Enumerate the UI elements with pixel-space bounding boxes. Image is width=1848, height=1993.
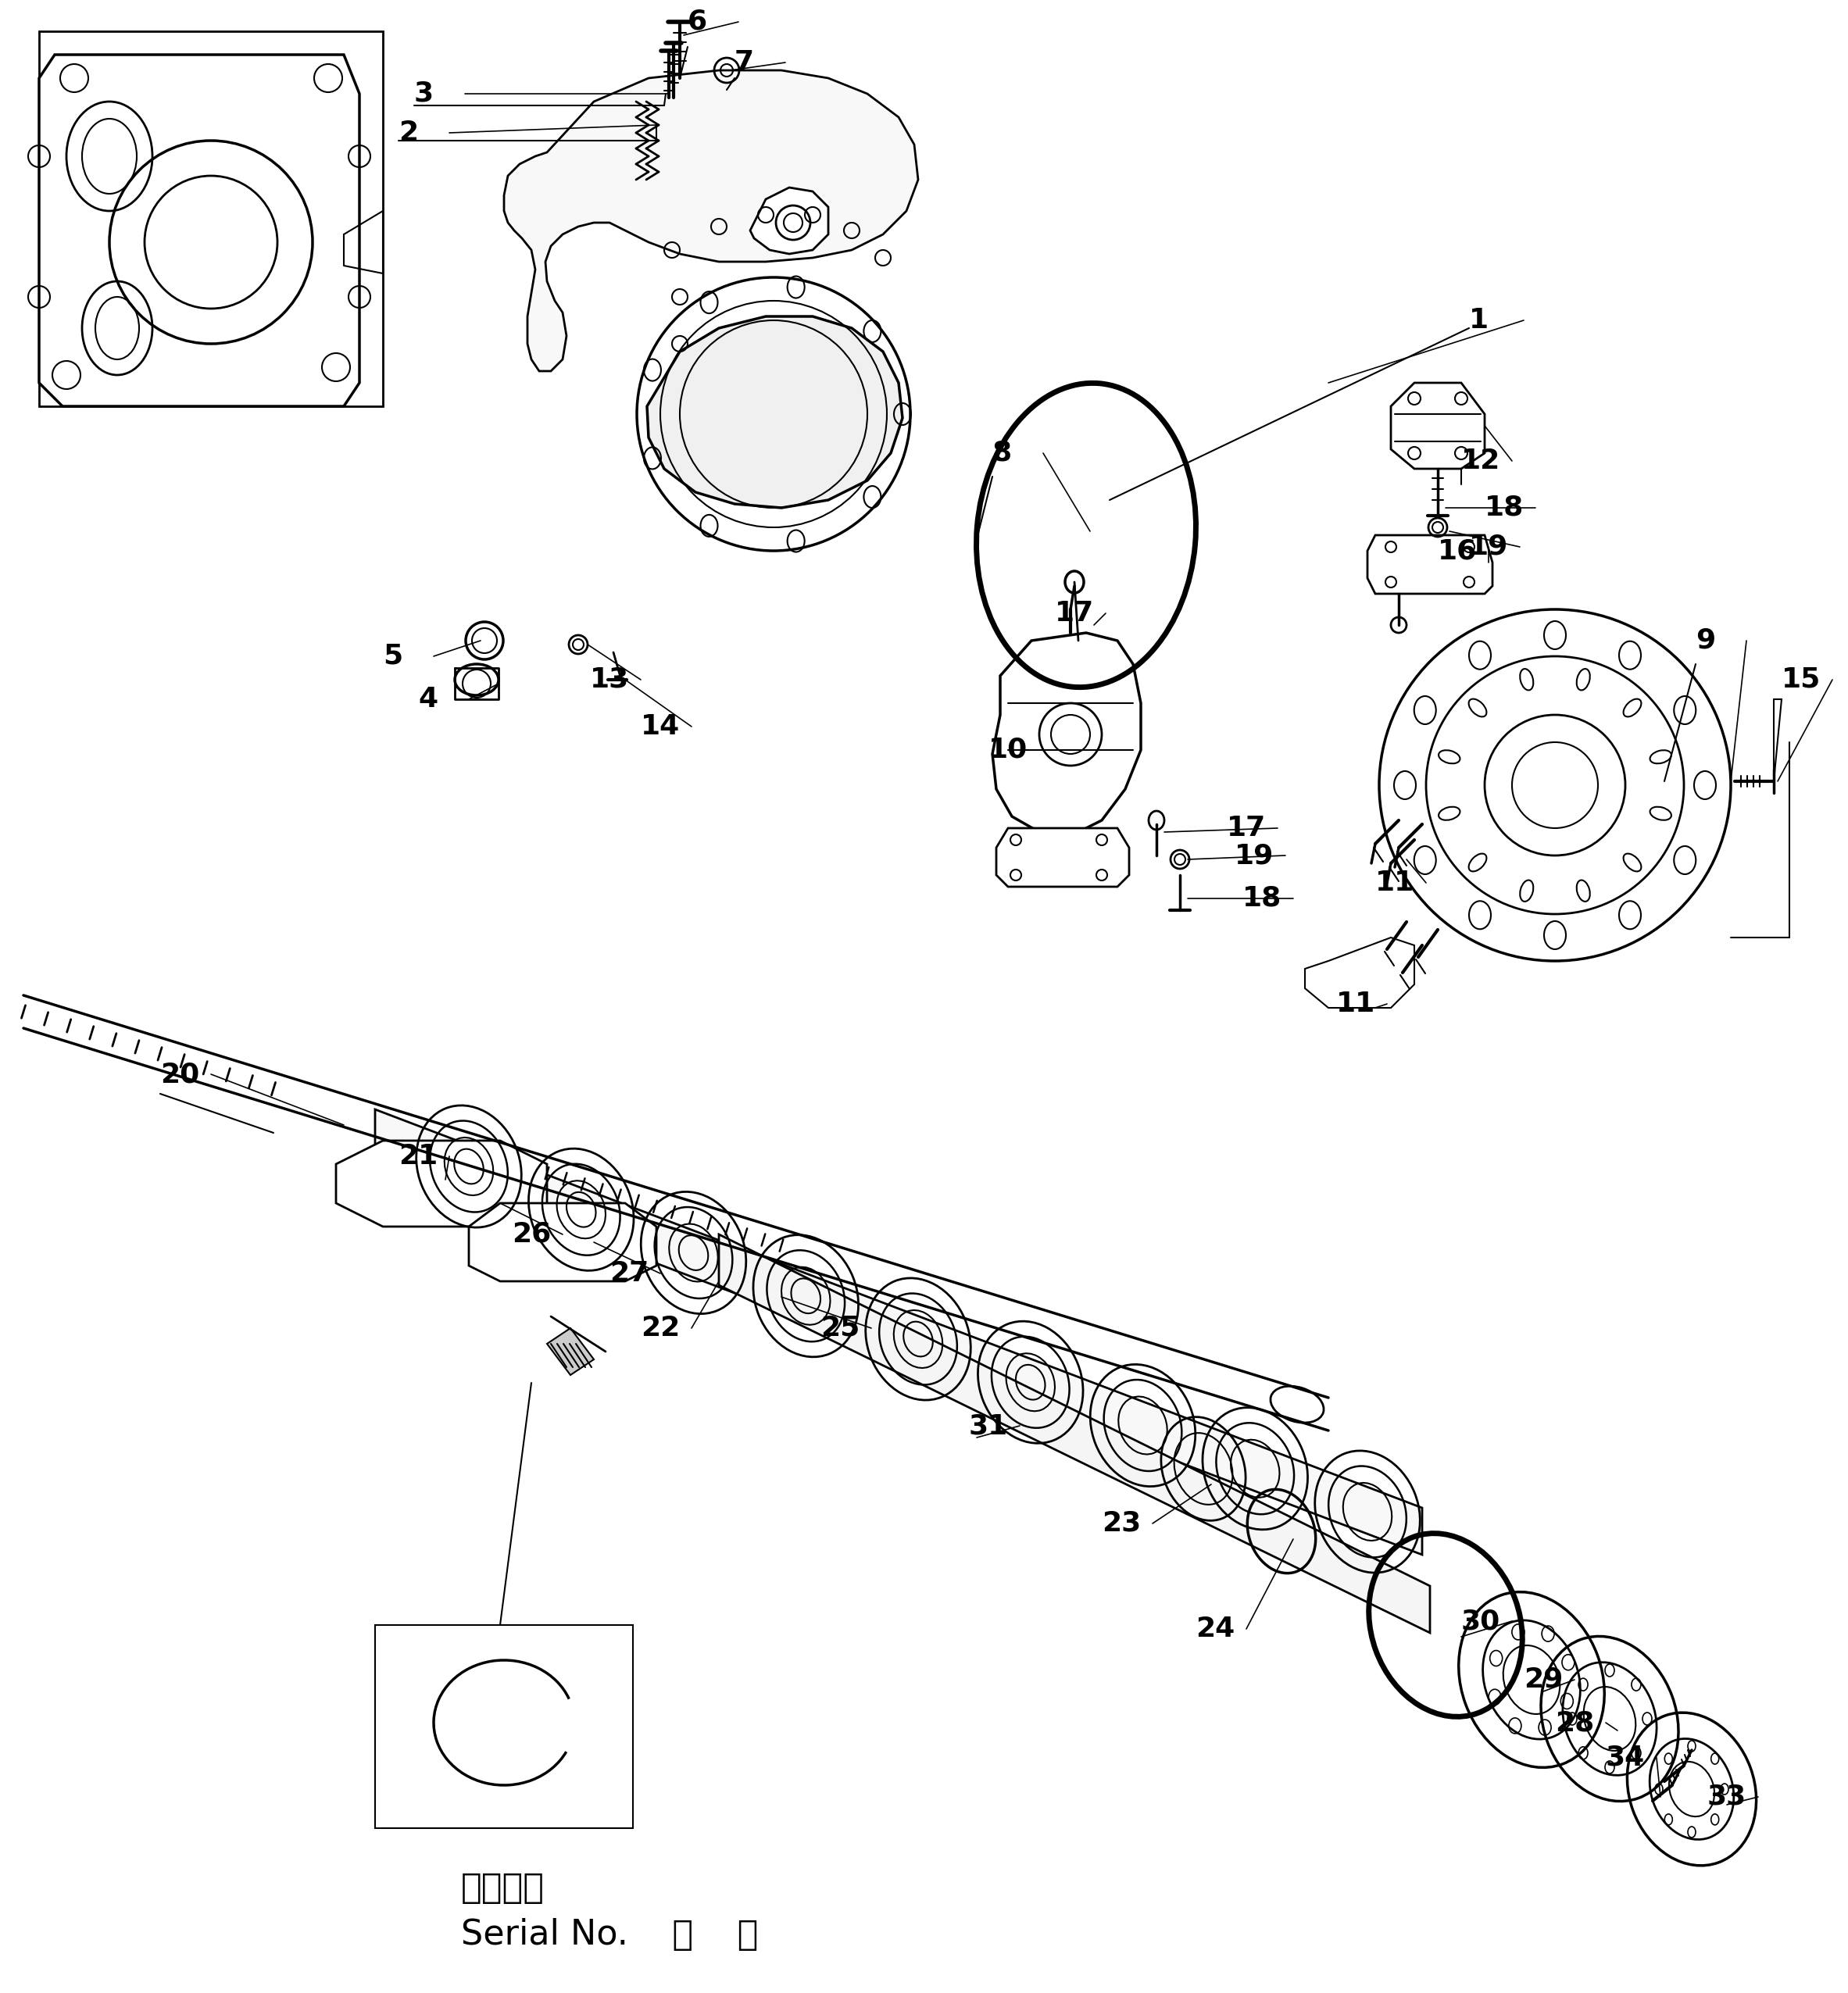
Text: 32: 32 [501,1722,540,1748]
Text: 15: 15 [1781,666,1820,694]
Text: 27: 27 [610,1260,649,1287]
Polygon shape [750,187,828,253]
Text: 19: 19 [1469,534,1508,560]
Polygon shape [39,32,383,407]
Text: 28: 28 [1554,1710,1595,1736]
Text: 適用号機: 適用号機 [460,1871,545,1905]
Text: 34: 34 [1606,1744,1645,1772]
Polygon shape [647,317,902,508]
Text: 5: 5 [383,644,403,670]
Polygon shape [39,54,360,407]
Text: 17: 17 [1227,815,1266,841]
Polygon shape [375,1110,1423,1555]
Text: 30: 30 [1462,1608,1501,1634]
Text: 18: 18 [1484,494,1525,520]
Polygon shape [719,1234,1430,1632]
Text: 17: 17 [1055,600,1094,626]
Text: 13: 13 [590,666,628,694]
Text: 10: 10 [989,737,1027,763]
Text: 11: 11 [1336,991,1375,1016]
Polygon shape [996,829,1129,887]
Text: 12: 12 [1462,448,1501,474]
Text: 26: 26 [512,1222,551,1248]
Polygon shape [1368,536,1493,594]
Text: 21: 21 [399,1144,438,1170]
Text: 18: 18 [1242,885,1283,911]
Text: 14: 14 [641,713,680,739]
Text: 6: 6 [687,8,708,36]
FancyBboxPatch shape [375,1624,632,1828]
Text: 23: 23 [1101,1511,1140,1537]
Polygon shape [336,1140,547,1226]
Text: 33: 33 [1708,1784,1746,1810]
Text: 31: 31 [968,1413,1009,1439]
Text: 29: 29 [1525,1666,1563,1692]
Text: 22: 22 [641,1315,680,1341]
Text: 1: 1 [1469,307,1489,333]
Text: Serial No.    ・    ～: Serial No. ・ ～ [460,1917,758,1951]
Text: 20: 20 [161,1060,200,1088]
Text: 7: 7 [734,50,754,76]
Text: 8: 8 [992,440,1013,466]
Polygon shape [547,1327,593,1375]
Text: 24: 24 [1196,1616,1234,1642]
Text: 4: 4 [418,686,438,713]
Text: 25: 25 [821,1315,859,1341]
Text: 19: 19 [1234,843,1273,869]
Polygon shape [1392,383,1484,468]
Text: 2: 2 [399,120,418,145]
Text: 11: 11 [1375,869,1414,897]
Text: 16: 16 [1438,538,1477,564]
Text: 9: 9 [1696,628,1715,654]
Polygon shape [469,1204,656,1281]
Polygon shape [505,70,918,371]
Text: 3: 3 [414,80,434,108]
Polygon shape [1305,937,1414,1008]
Polygon shape [992,634,1140,835]
